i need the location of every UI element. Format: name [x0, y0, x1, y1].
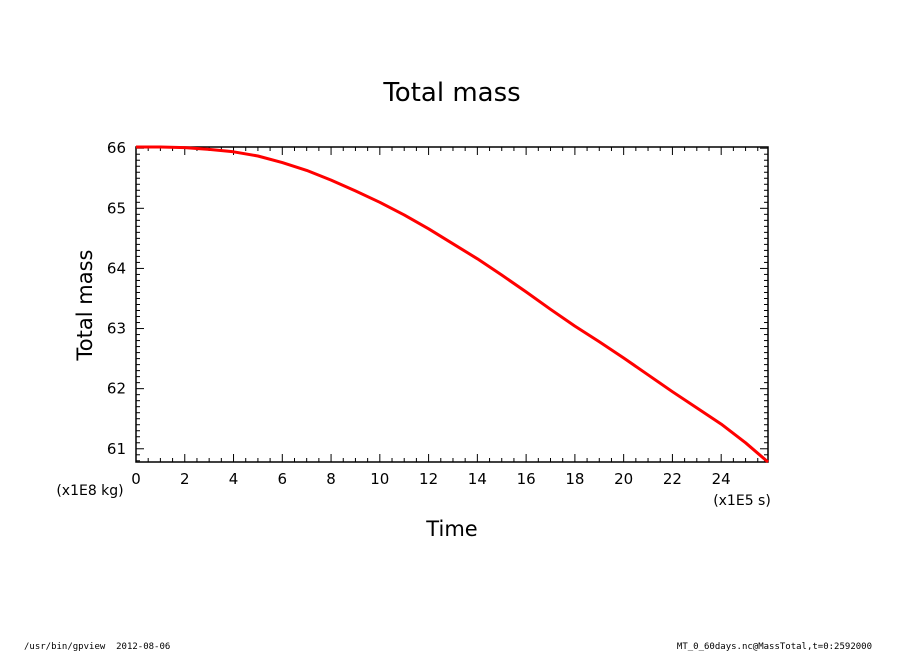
footer-left-caption: /usr/bin/gpview 2012-08-06 — [24, 642, 171, 652]
series-line — [136, 145, 769, 464]
y-tick-labels: 61 62 63 64 65 66 — [107, 139, 126, 458]
y-tick-label: 61 — [107, 440, 126, 458]
x-unit-label: (x1E5 s) — [713, 493, 771, 509]
x-tick-label: 10 — [370, 470, 389, 488]
x-tick-label: 6 — [278, 470, 288, 488]
x-tick-label: 2 — [180, 470, 190, 488]
plot-frame — [135, 146, 769, 463]
x-tick-label: 12 — [419, 470, 438, 488]
x-tick-label: 8 — [326, 470, 336, 488]
chart-title: Total mass — [382, 78, 520, 108]
x-tick-label: 14 — [468, 470, 487, 488]
series-layer — [136, 145, 769, 464]
x-tick-labels: 0 2 4 6 8 10 12 14 16 18 20 22 24 — [131, 470, 731, 488]
footer-right-caption: MT_0_60days.nc@MassTotal,t=0:2592000 — [676, 642, 872, 652]
x-tick-label: 20 — [614, 470, 633, 488]
x-axis-label: Time — [425, 517, 477, 541]
x-tick-label: 4 — [229, 470, 239, 488]
x-tick-label: 22 — [663, 470, 682, 488]
y-tick-label: 63 — [107, 320, 126, 338]
x-tick-label: 18 — [565, 470, 584, 488]
x-tick-label: 16 — [517, 470, 536, 488]
y-unit-label: (x1E8 kg) — [56, 483, 123, 499]
y-tick-label: 64 — [107, 259, 126, 277]
y-tick-label: 66 — [107, 139, 126, 157]
y-tick-label: 65 — [107, 199, 126, 217]
axis-ticks — [135, 147, 768, 462]
x-tick-label: 0 — [131, 470, 141, 488]
y-tick-label: 62 — [107, 380, 126, 398]
x-tick-label: 24 — [712, 470, 731, 488]
y-axis-label: Total mass — [73, 250, 97, 362]
